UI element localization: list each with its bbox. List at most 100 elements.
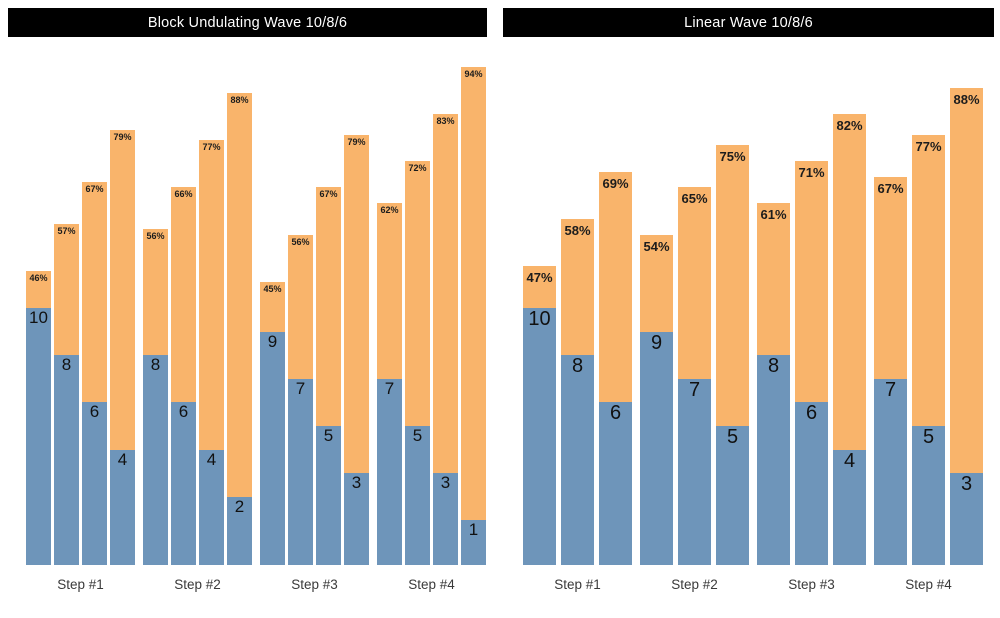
reps-label: 5 — [412, 426, 423, 445]
intensity-label: 54% — [643, 238, 670, 254]
intensity-segment: 88% — [227, 92, 252, 497]
intensity-segment: 71% — [795, 161, 828, 403]
reps-label: 8 — [150, 355, 161, 375]
stacked-bar: 79% 4 — [110, 129, 135, 565]
plot-area: 47% 10 58% 8 69% 6 Step #1 54% 9 65% 7 75% 5 Step #2 6… — [523, 87, 983, 592]
bar-group: 47% 10 58% 8 69% 6 Step #1 — [523, 171, 632, 592]
intensity-label: 58% — [564, 222, 591, 238]
intensity-label: 67% — [319, 189, 338, 200]
reps-segment: 8 — [561, 355, 594, 565]
bar-group: 56% 8 66% 6 77% 4 88% 2 Step #2 — [143, 92, 252, 592]
category-label: Step #4 — [408, 577, 455, 592]
reps-label: 6 — [178, 402, 189, 422]
category-label: Step #4 — [905, 577, 952, 592]
reps-segment: 3 — [344, 473, 369, 565]
intensity-label: 71% — [798, 165, 825, 181]
reps-segment: 8 — [54, 355, 79, 565]
bar-row: 45% 9 56% 7 67% 5 79% 3 — [260, 134, 369, 565]
panel-linear-wave: Linear Wave 10/8/6 47% 10 58% 8 69% 6 Step #1 5… — [503, 0, 997, 618]
intensity-label: 62% — [380, 205, 399, 216]
reps-label: 6 — [805, 402, 818, 425]
bar-group: 67% 7 77% 5 88% 3 Step #4 — [874, 87, 983, 592]
category-label: Step #3 — [788, 577, 835, 592]
reps-label: 8 — [571, 355, 584, 378]
stacked-bar: 62% 7 — [377, 203, 402, 565]
intensity-label: 83% — [436, 115, 455, 126]
reps-label: 2 — [234, 496, 245, 516]
intensity-label: 75% — [719, 149, 746, 165]
intensity-segment: 77% — [199, 140, 224, 450]
stacked-bar: 56% 8 — [143, 229, 168, 565]
reps-label: 4 — [206, 449, 217, 469]
reps-label: 7 — [384, 378, 395, 398]
reps-segment: 3 — [950, 473, 983, 565]
title-bar: Block Undulating Wave 10/8/6 — [8, 8, 487, 37]
bar-group: 46% 10 57% 8 67% 6 79% 4 Step #1 — [26, 129, 135, 592]
reps-label: 1 — [468, 520, 479, 540]
reps-label: 4 — [117, 449, 128, 469]
reps-label: 10 — [528, 308, 551, 330]
stacked-bar: 69% 6 — [599, 171, 632, 565]
intensity-label: 77% — [915, 138, 942, 154]
bar-row: 67% 7 77% 5 88% 3 — [874, 87, 983, 565]
intensity-label: 47% — [526, 270, 553, 285]
bar-row: 56% 8 66% 6 77% 4 88% 2 — [143, 92, 252, 565]
stacked-bar: 45% 9 — [260, 281, 285, 565]
intensity-label: 66% — [174, 189, 193, 200]
stacked-bar: 79% 3 — [344, 134, 369, 565]
intensity-label: 77% — [202, 142, 221, 153]
category-label: Step #2 — [671, 577, 718, 592]
reps-segment: 4 — [833, 449, 866, 565]
intensity-segment: 67% — [316, 187, 341, 426]
bar-group: 45% 9 56% 7 67% 5 79% 3 Step #3 — [260, 134, 369, 592]
intensity-segment: 69% — [599, 171, 632, 403]
stacked-bar: 61% 8 — [757, 203, 790, 565]
intensity-label: 56% — [291, 236, 310, 247]
reps-label: 3 — [440, 473, 451, 493]
reps-label: 3 — [960, 473, 973, 496]
reps-segment: 6 — [795, 402, 828, 565]
reps-segment: 5 — [716, 426, 749, 565]
intensity-label: 69% — [602, 175, 629, 191]
reps-segment: 7 — [288, 378, 313, 565]
intensity-segment: 79% — [344, 134, 369, 474]
stacked-bar: 57% 8 — [54, 224, 79, 565]
chart-title: Linear Wave 10/8/6 — [684, 14, 813, 31]
chart-title: Block Undulating Wave 10/8/6 — [147, 14, 348, 31]
intensity-label: 88% — [230, 94, 249, 105]
reps-segment: 7 — [678, 378, 711, 565]
stacked-bar: 65% 7 — [678, 187, 711, 565]
reps-label: 5 — [323, 426, 334, 445]
category-label: Step #3 — [291, 577, 338, 592]
reps-label: 6 — [89, 402, 100, 422]
reps-label: 4 — [843, 449, 856, 472]
intensity-segment: 67% — [874, 176, 907, 379]
stacked-bar: 72% 5 — [405, 161, 430, 565]
reps-segment: 2 — [227, 496, 252, 565]
intensity-segment: 66% — [171, 187, 196, 403]
intensity-segment: 77% — [912, 134, 945, 426]
stacked-bar: 94% 1 — [461, 66, 486, 565]
intensity-segment: 83% — [433, 113, 458, 474]
intensity-label: 67% — [877, 180, 904, 196]
reps-label: 3 — [351, 473, 362, 493]
reps-segment: 4 — [199, 449, 224, 565]
reps-segment: 6 — [82, 402, 107, 565]
reps-segment: 8 — [143, 355, 168, 565]
intensity-segment: 45% — [260, 281, 285, 332]
stacked-bar: 56% 7 — [288, 234, 313, 565]
bar-group: 62% 7 72% 5 83% 3 94% 1 Step #4 — [377, 66, 486, 592]
stacked-bar: 47% 10 — [523, 266, 556, 565]
intensity-segment: 72% — [405, 161, 430, 426]
reps-segment: 5 — [405, 426, 430, 565]
stacked-bar: 71% 6 — [795, 161, 828, 565]
stacked-bar: 83% 3 — [433, 113, 458, 565]
reps-segment: 10 — [523, 308, 556, 565]
reps-segment: 5 — [316, 426, 341, 565]
stacked-bar: 58% 8 — [561, 218, 594, 565]
reps-label: 7 — [688, 378, 701, 401]
stacked-bar: 46% 10 — [26, 271, 51, 565]
intensity-segment: 67% — [82, 182, 107, 403]
intensity-label: 46% — [29, 273, 48, 284]
